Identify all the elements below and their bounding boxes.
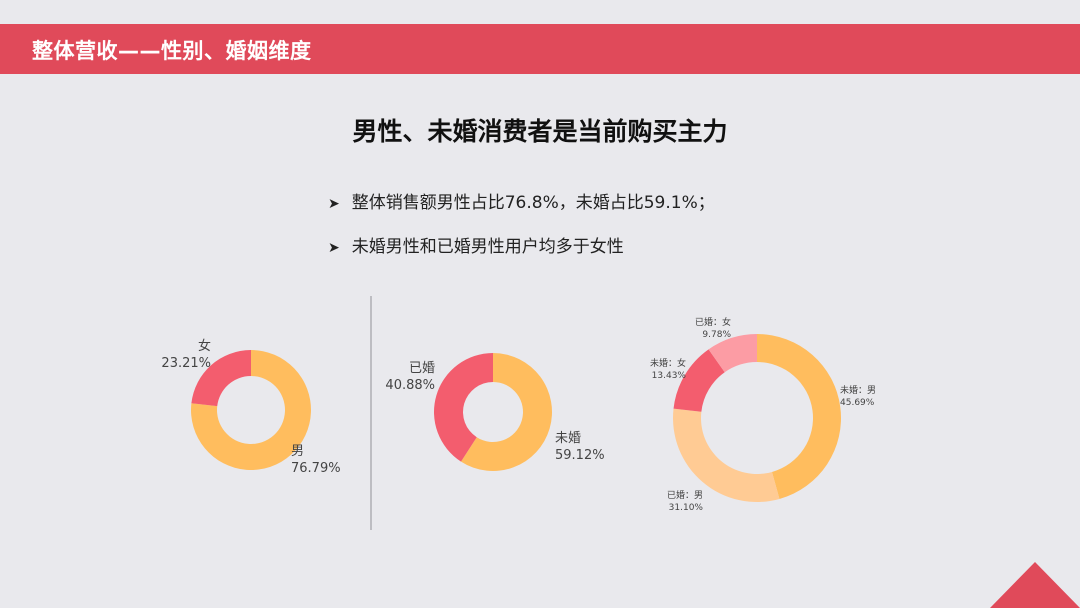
donut-chart: 男 76.79% 女 23.21% <box>161 338 340 476</box>
donut-slice <box>673 349 725 412</box>
donut-slice <box>673 408 780 503</box>
slice-label: 女 <box>198 338 211 354</box>
slice-value-label: 23.21% <box>161 356 211 371</box>
donut-chart: 未婚：男 45.69% 已婚：男 31.10% 未婚：女 13.43% 已婚：女 9.78% <box>650 316 876 513</box>
donut-slice <box>757 334 841 499</box>
donut-slice <box>461 353 552 471</box>
page-title: 整体营收——性别、婚姻维度 <box>32 39 312 63</box>
headline: 男性、未婚消费者是当前购买主力 <box>352 117 728 146</box>
bullet-text: 整体销售额男性占比76.8%，未婚占比59.1%； <box>351 193 715 213</box>
slice-value-label: 40.88% <box>385 378 435 393</box>
slice-label: 已婚：男 <box>667 489 703 501</box>
donut-slice <box>191 350 251 407</box>
slice-label: 男 <box>291 444 304 459</box>
slice-value-label: 45.69% <box>840 398 875 408</box>
donut-slice <box>190 350 311 471</box>
slice-label: 未婚：男 <box>840 384 876 396</box>
slice-value-label: 76.79% <box>291 461 341 476</box>
header-bar: 整体营收——性别、婚姻维度 <box>0 24 1080 74</box>
bullet-item: ➤ 整体销售额男性占比76.8%，未婚占比59.1%； <box>328 188 715 213</box>
corner-decoration <box>990 562 1080 608</box>
slice-label: 未婚 <box>555 431 581 446</box>
donut-slice <box>434 353 493 462</box>
slice-value-label: 9.78% <box>702 330 731 340</box>
slice-value-label: 13.43% <box>652 371 687 381</box>
slice-value-label: 59.12% <box>555 448 605 463</box>
slice-value-label: 31.10% <box>669 503 704 513</box>
bullet-item: ➤ 未婚男性和已婚男性用户均多于女性 <box>328 232 624 257</box>
arrow-bullet-icon: ➤ <box>328 196 340 212</box>
bullet-text: 未婚男性和已婚男性用户均多于女性 <box>351 237 624 257</box>
slice-label: 未婚：女 <box>650 357 686 369</box>
donut-chart: 未婚 59.12% 已婚 40.88% <box>385 353 605 471</box>
slice-label: 已婚 <box>409 361 435 376</box>
donut-slice <box>708 334 757 373</box>
arrow-bullet-icon: ➤ <box>328 240 340 256</box>
divider <box>370 296 372 530</box>
slice-label: 已婚：女 <box>695 316 731 328</box>
